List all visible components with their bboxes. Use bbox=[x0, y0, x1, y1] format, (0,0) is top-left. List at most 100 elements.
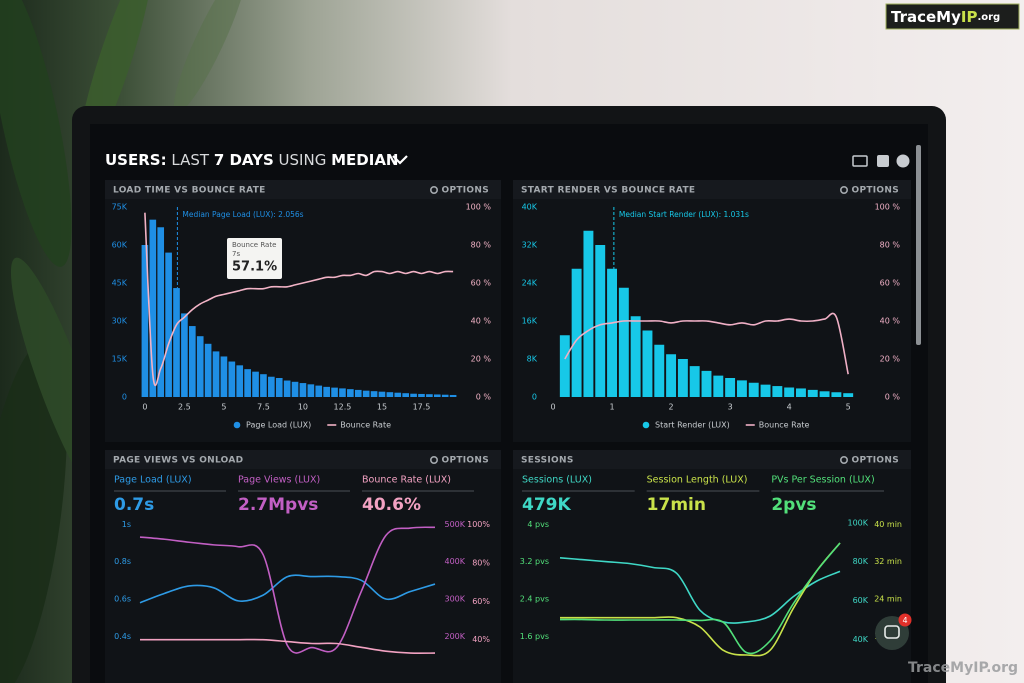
watermark: TraceMyIP.org bbox=[908, 660, 1018, 676]
bar bbox=[236, 365, 244, 397]
tooltip-subtitle: 7s bbox=[232, 250, 240, 258]
share-icon[interactable] bbox=[877, 155, 889, 167]
panel: START RENDER VS BOUNCE RATE OPTIONS 0 8K 16K… bbox=[513, 180, 911, 442]
y2-tick-label: 200K bbox=[444, 632, 465, 641]
metric-value: 2pvs bbox=[771, 495, 816, 515]
legend-label[interactable]: Start Render (LUX) bbox=[655, 421, 730, 430]
dropdown-chevron[interactable] bbox=[392, 155, 408, 165]
panel: SESSIONS OPTIONS 4 pvs 3.2 pvs 2.4 pvs 1.6 pv… bbox=[513, 450, 911, 683]
tooltip-title: Bounce Rate bbox=[232, 241, 276, 249]
y2-tick-label: 100 % bbox=[466, 203, 492, 212]
panel: LOAD TIME VS BOUNCE RATE OPTIONS 0 15K 30K 45… bbox=[105, 180, 501, 442]
bar bbox=[228, 361, 236, 397]
panel-header bbox=[105, 450, 501, 469]
bar bbox=[204, 343, 212, 397]
y-tick-label: 1s bbox=[122, 520, 131, 529]
options-button[interactable]: OPTIONS bbox=[442, 186, 490, 196]
y-tick-label: 2.4 pvs bbox=[520, 595, 549, 604]
legend-label[interactable]: Bounce Rate bbox=[340, 421, 391, 430]
bar bbox=[283, 380, 291, 397]
line bbox=[559, 542, 841, 657]
metric-value: 0.7s bbox=[114, 495, 154, 515]
metric-value: 17min bbox=[647, 495, 706, 515]
bar bbox=[689, 366, 700, 397]
bar bbox=[347, 389, 354, 397]
scrollbar[interactable] bbox=[916, 145, 921, 345]
bar bbox=[173, 288, 180, 397]
y-tick-label: 24K bbox=[522, 279, 538, 288]
y-tick-label: 40K bbox=[522, 203, 538, 212]
y-tick-label: 0 bbox=[122, 393, 127, 402]
header-icons bbox=[852, 154, 910, 168]
bar bbox=[157, 227, 165, 397]
monitor-icon[interactable] bbox=[852, 155, 868, 167]
bar bbox=[449, 394, 457, 397]
y3-tick-label: 80% bbox=[472, 558, 490, 567]
bar bbox=[807, 389, 818, 397]
legend-swatch bbox=[233, 421, 241, 429]
y3-tick-label: 100% bbox=[467, 520, 490, 529]
bar bbox=[260, 374, 267, 397]
title-part[interactable]: 7 DAYS bbox=[214, 151, 274, 169]
bar bbox=[784, 387, 795, 397]
chat-button[interactable]: 4 bbox=[875, 613, 912, 651]
bar bbox=[725, 378, 736, 397]
bar bbox=[426, 394, 433, 397]
bar bbox=[331, 387, 338, 397]
y2-tick-label: 60K bbox=[853, 596, 869, 605]
metric-label: Sessions (LUX) bbox=[522, 475, 592, 486]
logo: TraceMyIP.org bbox=[891, 8, 1000, 26]
options-button[interactable]: OPTIONS bbox=[852, 456, 900, 466]
bar bbox=[654, 344, 665, 397]
legend-label[interactable]: Page Load (LUX) bbox=[246, 421, 311, 430]
options-button[interactable]: OPTIONS bbox=[852, 186, 900, 196]
title-part: USERS: bbox=[105, 151, 167, 169]
bar bbox=[149, 219, 157, 397]
gear-icon bbox=[429, 186, 438, 195]
bar bbox=[630, 316, 641, 397]
bar bbox=[386, 392, 394, 397]
x-tick-label: 10 bbox=[298, 403, 308, 412]
plant bbox=[0, 0, 247, 683]
bar bbox=[220, 356, 228, 397]
legend-swatch bbox=[642, 421, 650, 429]
bar bbox=[618, 287, 629, 397]
tooltip-value: 57.1% bbox=[232, 260, 277, 275]
panel-title: LOAD TIME VS BOUNCE RATE bbox=[113, 186, 266, 196]
line bbox=[564, 312, 849, 375]
y2-tick-label: 20 % bbox=[471, 355, 492, 364]
help-icon[interactable] bbox=[896, 154, 910, 168]
bar bbox=[315, 385, 323, 397]
y-tick-label: 1.6 pvs bbox=[520, 632, 549, 641]
bar bbox=[299, 383, 307, 397]
title-part: LAST bbox=[171, 151, 209, 169]
metric-value: 2.7Mpvs bbox=[238, 495, 318, 515]
bar bbox=[760, 384, 771, 397]
y2-tick-label: 20 % bbox=[880, 355, 901, 364]
y2-tick-label: 60 % bbox=[880, 279, 901, 288]
x-tick-label: 3 bbox=[728, 403, 733, 412]
bar bbox=[819, 391, 830, 397]
tooltip-box bbox=[227, 238, 282, 279]
bar bbox=[370, 391, 378, 397]
options-button[interactable]: OPTIONS bbox=[442, 456, 490, 466]
y-tick-label: 16K bbox=[522, 317, 538, 326]
bar bbox=[748, 382, 759, 397]
y3-tick-label: 32 min bbox=[874, 557, 902, 566]
bar bbox=[583, 230, 594, 397]
bar bbox=[188, 326, 196, 397]
median-annotation: Median Start Render (LUX): 1.031s bbox=[619, 210, 749, 219]
y-tick-label: 0.8s bbox=[114, 557, 131, 566]
y2-tick-label: 300K bbox=[444, 595, 465, 604]
bar bbox=[796, 388, 806, 397]
legend-label[interactable]: Bounce Rate bbox=[759, 421, 810, 430]
bar bbox=[666, 354, 677, 397]
x-tick-label: 7.5 bbox=[257, 403, 270, 412]
metric-label: Page Load (LUX) bbox=[114, 475, 192, 486]
bar bbox=[141, 245, 149, 397]
x-tick-label: 0 bbox=[142, 403, 147, 412]
title-part[interactable]: MEDIAN bbox=[331, 151, 398, 169]
panel: PAGE VIEWS VS ONLOAD OPTIONS 1s 0.8s 0.6s 0.4… bbox=[105, 450, 501, 683]
